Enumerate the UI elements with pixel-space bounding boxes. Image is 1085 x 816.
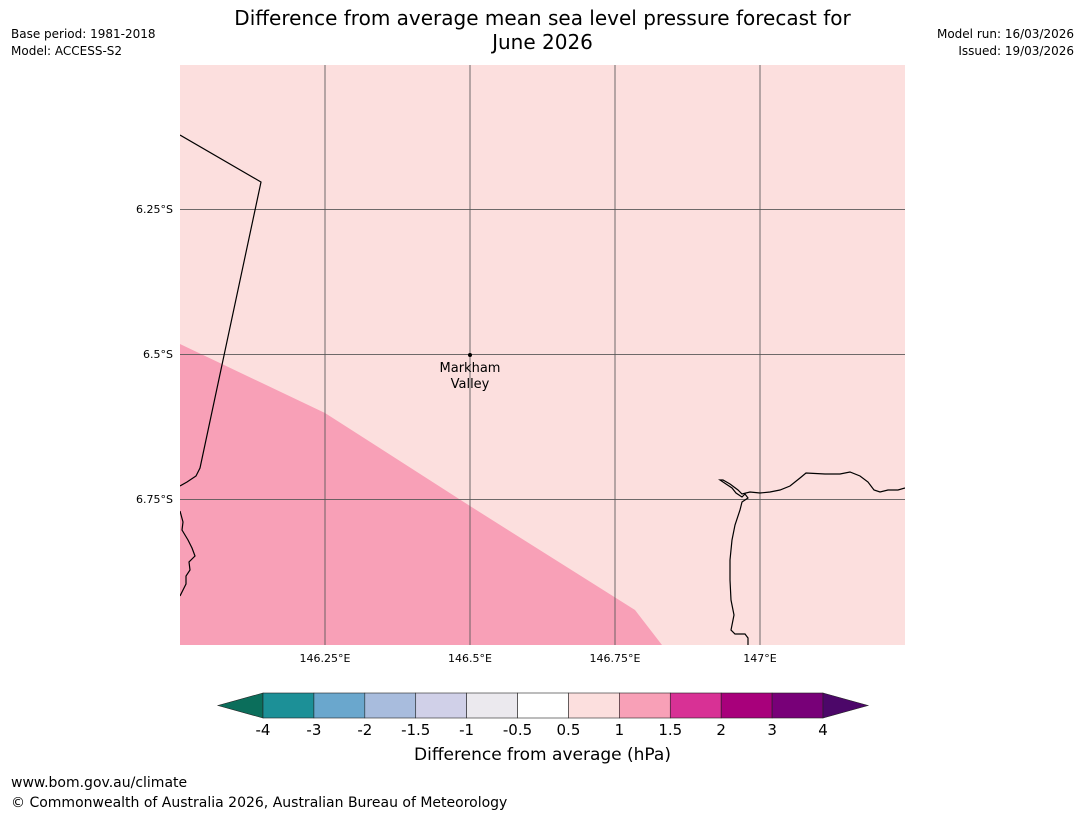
colorbar: -4 -3 -2 -1.5 -1 -0.5 0.5 1 1.5 2 3 4 bbox=[216, 692, 870, 739]
colorbar-tick-label: 4 bbox=[818, 721, 828, 739]
colorbar-segment bbox=[262, 692, 315, 719]
lon-label-146-75: 146.75°E bbox=[590, 652, 641, 665]
footer-url[interactable]: www.bom.gov.au/climate bbox=[11, 775, 188, 791]
map-title: Difference from average mean sea level p… bbox=[180, 6, 905, 54]
colorbar-tick-label: -2 bbox=[357, 721, 372, 739]
title-line-1: Difference from average mean sea level p… bbox=[234, 6, 851, 30]
anomaly-region bbox=[180, 344, 662, 645]
location-label-line-1: Markham bbox=[440, 361, 501, 376]
coastlines bbox=[180, 134, 905, 645]
colorbar-extend-high bbox=[822, 692, 870, 719]
colorbar-tick-label: -4 bbox=[256, 721, 271, 739]
colorbar-tick-label: 2 bbox=[716, 721, 726, 739]
lon-label-147: 147°E bbox=[743, 652, 776, 665]
issued-text: Issued: 19/03/2026 bbox=[958, 44, 1074, 58]
gridlines bbox=[180, 65, 905, 645]
lon-labels: 146.25°E 146.5°E 146.75°E 147°E bbox=[300, 652, 777, 665]
colorbar-segment bbox=[771, 692, 824, 719]
lon-label-146-25: 146.25°E bbox=[300, 652, 351, 665]
coastline-west bbox=[180, 510, 196, 597]
colorbar-tick-label: -1.5 bbox=[401, 721, 430, 739]
title-line-2: June 2026 bbox=[492, 30, 593, 54]
colorbar-tick-label: 3 bbox=[767, 721, 777, 739]
metadata-left: Base period: 1981-2018 Model: ACCESS-S2 bbox=[11, 26, 156, 60]
footer-copyright: © Commonwealth of Australia 2026, Austra… bbox=[11, 795, 508, 811]
base-period-text: Base period: 1981-2018 bbox=[11, 27, 156, 41]
colorbar-segment bbox=[619, 692, 671, 719]
coastline-east bbox=[718, 471, 905, 645]
model-run-text: Model run: 16/03/2026 bbox=[936, 27, 1074, 41]
model-text: Model: ACCESS-S2 bbox=[11, 44, 123, 58]
colorbar-tick-label: -3 bbox=[306, 721, 321, 739]
colorbar-extend-low bbox=[216, 692, 264, 719]
lat-label-6-5: 6.5°S bbox=[143, 348, 173, 361]
location-marker bbox=[468, 353, 472, 357]
colorbar-tick-label: 0.5 bbox=[557, 721, 581, 739]
lon-label-146-5: 146.5°E bbox=[448, 652, 492, 665]
colorbar-segment bbox=[364, 692, 417, 719]
colorbar-tick-label: -1 bbox=[459, 721, 474, 739]
colorbar-segment bbox=[466, 692, 518, 719]
colorbar-segment bbox=[568, 692, 620, 719]
colorbar-segment bbox=[313, 692, 366, 719]
lat-label-6-75: 6.75°S bbox=[136, 493, 173, 506]
metadata-right: Model run: 16/03/2026 Issued: 19/03/2026 bbox=[937, 26, 1074, 60]
lat-labels: 6.25°S 6.5°S 6.75°S bbox=[136, 203, 173, 506]
lat-label-6-25: 6.25°S bbox=[136, 203, 173, 216]
colorbar-tick-label: -0.5 bbox=[503, 721, 532, 739]
colorbar-segments bbox=[262, 692, 824, 719]
colorbar-segment bbox=[517, 692, 569, 719]
colorbar-tick-labels: -4 -3 -2 -1.5 -1 -0.5 0.5 1 1.5 2 3 4 bbox=[256, 721, 828, 739]
colorbar-segment bbox=[669, 692, 722, 719]
location-label-line-2: Valley bbox=[451, 377, 490, 392]
colorbar-tick-label: 1 bbox=[615, 721, 625, 739]
border-line bbox=[180, 134, 262, 487]
colorbar-segment bbox=[720, 692, 773, 719]
map-panel: Markham Valley bbox=[180, 65, 905, 645]
colorbar-title: Difference from average (hPa) bbox=[414, 745, 671, 765]
colorbar-segment bbox=[415, 692, 467, 719]
colorbar-tick-label: 1.5 bbox=[658, 721, 682, 739]
